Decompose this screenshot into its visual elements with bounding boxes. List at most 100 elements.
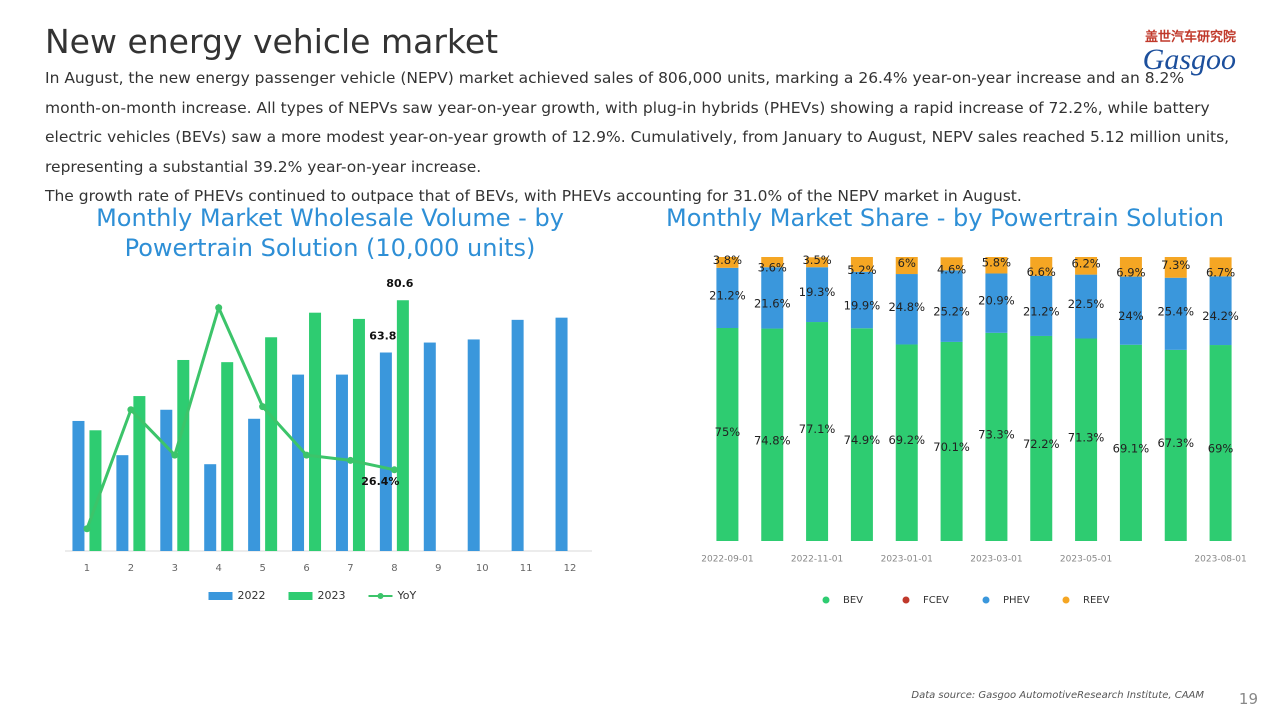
x-tick-label: 10 (476, 563, 489, 574)
bar (221, 362, 234, 551)
bar-segment (895, 274, 918, 345)
data-label: 26.4% (361, 475, 399, 488)
legend-swatch (208, 592, 233, 600)
bar (248, 418, 261, 551)
paragraph: The growth rate of PHEVs continued to ou… (45, 187, 1022, 205)
data-label: 6.9% (1116, 265, 1145, 279)
x-tick-label: 11 (520, 563, 533, 574)
x-tick-label: 5 (259, 563, 265, 574)
legend-label: YoY (397, 589, 417, 602)
data-label: 73.3% (978, 427, 1015, 441)
bar (396, 300, 409, 551)
data-label: 6.6% (1027, 265, 1056, 279)
bar-segment (850, 328, 873, 541)
data-label: 5.2% (847, 263, 876, 277)
bar (309, 312, 322, 551)
bar-segment (985, 257, 1008, 274)
bar-segment (940, 341, 963, 541)
bar-segment (850, 271, 873, 329)
bar (265, 337, 278, 551)
data-label: 3.6% (758, 261, 787, 275)
bar-segment (1119, 257, 1142, 277)
data-label: 63.8 (369, 330, 396, 343)
bar-segment (1209, 257, 1232, 277)
x-tick-label: 1 (84, 563, 90, 574)
bar (511, 319, 524, 551)
paragraph: In August, the new energy passenger vehi… (45, 69, 1230, 176)
bar-segment (1164, 257, 1187, 278)
legend-swatch (902, 596, 910, 604)
bar (177, 359, 190, 551)
bar-segment (1119, 344, 1142, 541)
data-label: 25.2% (933, 305, 970, 319)
x-tick-label: 8 (391, 563, 397, 574)
data-label: 70.1% (933, 440, 970, 454)
legend-swatch (1062, 596, 1070, 604)
bar-segment (1164, 349, 1187, 541)
data-label: 69.1% (1113, 441, 1150, 455)
data-label: 72.2% (1023, 437, 1060, 451)
data-label: 4.6% (937, 262, 966, 276)
bar-segment (1030, 275, 1053, 336)
legend-label: FCEV (923, 595, 949, 606)
data-label: 5.8% (982, 256, 1011, 270)
chart-title: Monthly Market Wholesale Volume - by Pow… (96, 204, 564, 262)
data-label: 21.2% (709, 288, 746, 302)
x-tick-label: 2023-01-01 (881, 555, 933, 565)
bar-segment (761, 328, 784, 541)
logo: 盖世汽车研究院 Gasgoo (1143, 26, 1236, 75)
bar-segment (761, 267, 784, 329)
legend-label: REEV (1083, 595, 1110, 606)
bar-segment (895, 257, 918, 275)
bar (467, 339, 480, 551)
slide-title: New energy vehicle market (45, 22, 499, 61)
bar (292, 374, 305, 551)
legend-label: PHEV (1003, 595, 1030, 606)
bar-segment (850, 257, 873, 272)
x-tick-label: 2023-03-01 (970, 555, 1022, 565)
bar (423, 342, 436, 551)
line-point (83, 525, 91, 533)
data-label: 24% (1118, 309, 1144, 323)
bar (204, 464, 217, 551)
bar-segment (1209, 276, 1232, 346)
data-label: 71.3% (1068, 430, 1105, 444)
logo-cn: 盖世汽车研究院 (1144, 30, 1236, 45)
bar-segment (940, 257, 963, 271)
bar-segment (1119, 276, 1142, 345)
bar-segment (985, 332, 1008, 541)
bar (160, 409, 173, 551)
x-tick-label: 2023-05-01 (1060, 555, 1112, 565)
data-label: 21.2% (1023, 304, 1060, 318)
data-label: 69% (1208, 442, 1234, 456)
bar-segment (806, 257, 829, 268)
line-point (215, 304, 223, 312)
data-label: 69.2% (888, 433, 925, 447)
legend-marker (377, 593, 384, 599)
bar (335, 374, 348, 551)
legend-label: BEV (843, 595, 863, 606)
data-label: 21.6% (754, 296, 791, 310)
bar-segment (940, 270, 963, 342)
data-label: 20.9% (978, 294, 1015, 308)
legend-label: 2022 (238, 589, 266, 602)
x-tick-label: 3 (172, 563, 178, 574)
data-label: 22.5% (1068, 297, 1105, 311)
x-tick-label: 9 (435, 563, 441, 574)
bar (133, 396, 146, 551)
line-point (346, 456, 354, 464)
data-label: 7.3% (1161, 258, 1190, 272)
data-label: 6.2% (1071, 256, 1100, 270)
line (85, 303, 395, 530)
bar-segment (716, 267, 739, 328)
data-label: 6.7% (1206, 265, 1235, 279)
chart-title: Monthly Market Share - by Powertrain Sol… (666, 204, 1224, 232)
data-label: 77.1% (799, 422, 836, 436)
legend-swatch (822, 596, 830, 604)
line-point (171, 451, 179, 459)
legend-swatch (288, 592, 313, 600)
x-tick-label: 4 (216, 563, 222, 574)
bar (72, 420, 85, 551)
bar-segment (806, 322, 829, 541)
